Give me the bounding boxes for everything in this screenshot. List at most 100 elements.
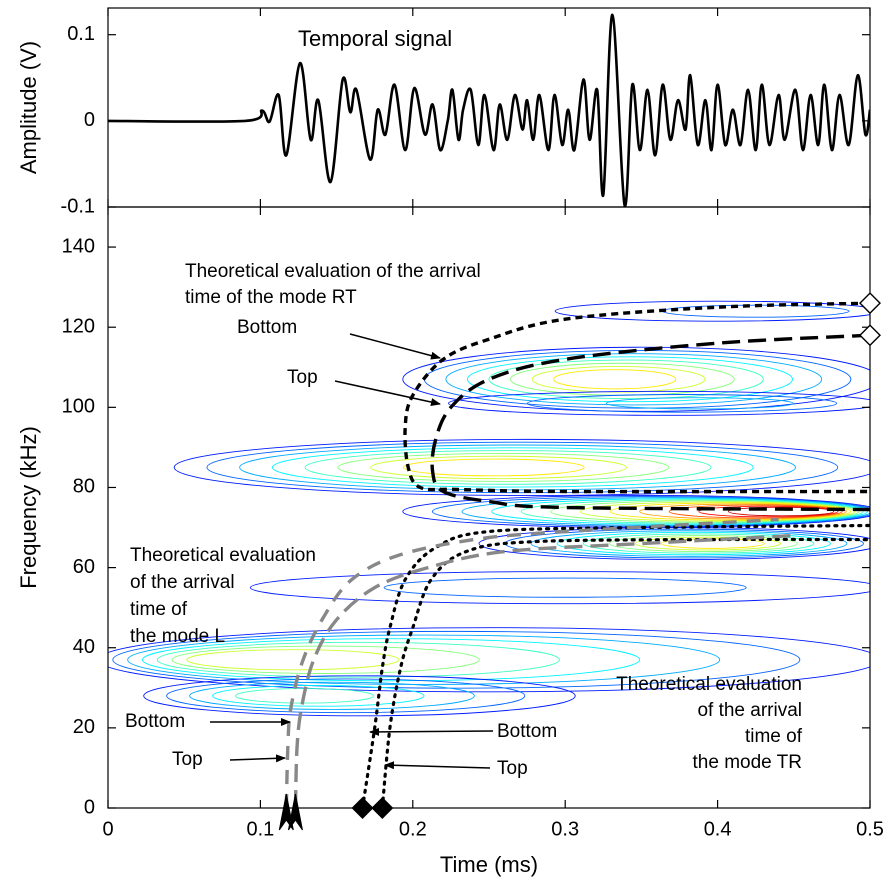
y-tick-label: 0 <box>84 796 95 818</box>
markers <box>278 292 881 831</box>
contour-level <box>554 300 870 322</box>
contour-level <box>337 452 670 482</box>
contour-level <box>212 684 425 707</box>
contour-level <box>698 505 839 518</box>
contour-level <box>445 353 823 406</box>
contour-level <box>402 346 870 412</box>
contour-level <box>383 577 747 598</box>
contour-level <box>402 458 585 477</box>
contour-level <box>639 503 847 520</box>
theory-curve <box>284 517 779 808</box>
contour-level <box>156 641 560 678</box>
contour-level <box>530 530 848 557</box>
curve-marker <box>351 797 374 819</box>
x-tick-label: 0.4 <box>704 818 732 840</box>
y-tick-label: 0 <box>84 109 95 131</box>
contour-level <box>478 527 870 561</box>
annotation: Theoretical evaluation of the arrival <box>185 261 481 282</box>
contour-level <box>108 627 870 693</box>
y-axis-label: Amplitude (V) <box>16 41 41 174</box>
contour-level <box>556 531 831 556</box>
axes: 0.1 0 -0.1 0 20 40 60 80 100 120 140 0 0.1 0.2 0.3 0.4 0… <box>61 8 884 840</box>
x-tick-label: 0.2 <box>399 818 427 840</box>
contour-level <box>609 502 852 521</box>
contour-level <box>250 571 870 605</box>
y-tick-label: 80 <box>73 476 95 498</box>
contour-level <box>171 645 480 674</box>
contour-level <box>634 536 782 551</box>
arrow <box>384 761 491 770</box>
y-tick-label: 60 <box>73 556 95 578</box>
contour-level <box>271 447 754 488</box>
contour-level <box>550 500 860 523</box>
y-tick-label: 120 <box>62 315 95 337</box>
y-tick-label: 100 <box>62 396 95 418</box>
contour-level <box>553 369 677 390</box>
x-axis-label: Time (ms) <box>440 852 538 877</box>
contour-level <box>579 501 856 522</box>
x-tick-label: 0.5 <box>856 818 884 840</box>
contour-level <box>142 638 641 682</box>
arrow <box>334 380 441 406</box>
annotation: Bottom <box>497 721 557 742</box>
annotation: Theoretical evaluation <box>130 545 316 566</box>
top-frame <box>107 7 871 208</box>
contour-level <box>727 506 835 517</box>
signal-line <box>108 13 870 207</box>
curve-marker <box>287 793 303 831</box>
theory-curve <box>430 333 870 512</box>
curve-layer <box>284 301 870 808</box>
arrow <box>349 333 441 360</box>
annotation: Top <box>287 367 318 388</box>
annotation: Top <box>497 758 528 779</box>
annotation: Bottom <box>237 317 297 338</box>
contour-level <box>143 675 576 717</box>
contour-level <box>370 455 627 480</box>
x-tick-label: 0 <box>102 818 113 840</box>
curve-marker <box>859 292 881 315</box>
theory-curve <box>360 523 870 808</box>
annotation: Top <box>172 749 203 770</box>
contour-level <box>582 533 815 554</box>
annotation: the mode TR <box>693 752 802 773</box>
contour-level <box>448 390 870 416</box>
contour-level <box>520 499 864 524</box>
contour-level <box>526 394 838 413</box>
contour-level <box>189 681 475 710</box>
y-tick-label: 140 <box>62 235 95 257</box>
contour-level <box>466 356 793 403</box>
contour-level <box>186 649 400 671</box>
annotation: Theoretical evaluation <box>616 674 802 695</box>
contour-level <box>173 438 870 496</box>
y-tick-label: -0.1 <box>61 195 95 217</box>
annotation: time of <box>130 599 188 620</box>
annotation: Bottom <box>125 711 185 732</box>
y-tick-label: 40 <box>73 636 95 658</box>
x-tick-label: 0.3 <box>551 818 579 840</box>
arrow <box>229 754 286 763</box>
contour-layer <box>108 300 870 717</box>
contour-level <box>112 630 801 689</box>
contour-level <box>206 441 839 494</box>
contour-level <box>461 497 870 526</box>
x-tick-label: 0.1 <box>246 818 274 840</box>
annotation: time of the mode RT <box>185 287 357 308</box>
contour-level <box>608 535 798 553</box>
y-tick-label: 0.1 <box>67 23 95 45</box>
y-tick-label: 20 <box>73 716 95 738</box>
contour-level <box>488 359 764 399</box>
contour-level <box>127 634 721 685</box>
contour-level <box>668 504 843 519</box>
annotation: the mode L <box>130 626 225 647</box>
contour-level <box>304 450 712 485</box>
bottom-frame <box>107 206 871 809</box>
panel-title: Temporal signal <box>298 26 452 51</box>
curve-marker <box>371 797 394 819</box>
arrow <box>369 727 494 736</box>
curve-marker <box>859 324 881 347</box>
contour-level <box>166 678 526 714</box>
contour-level <box>239 444 796 491</box>
contour-level <box>605 397 794 410</box>
contour-level <box>510 362 735 396</box>
theory-curve <box>293 533 794 808</box>
